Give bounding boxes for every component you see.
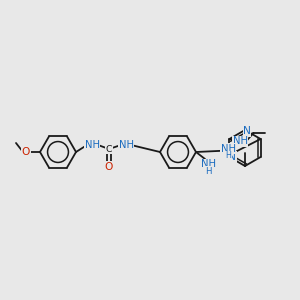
Text: H: H (225, 151, 231, 160)
Text: O: O (22, 147, 30, 157)
Text: NH: NH (118, 140, 134, 150)
Text: NH: NH (233, 136, 248, 146)
Text: NH: NH (221, 143, 236, 154)
Text: O: O (105, 162, 113, 172)
Text: C: C (106, 145, 112, 154)
Text: H: H (205, 167, 211, 176)
Text: NH: NH (200, 159, 215, 169)
Text: N: N (229, 152, 236, 162)
Text: N: N (243, 126, 251, 136)
Text: NH: NH (85, 140, 100, 150)
